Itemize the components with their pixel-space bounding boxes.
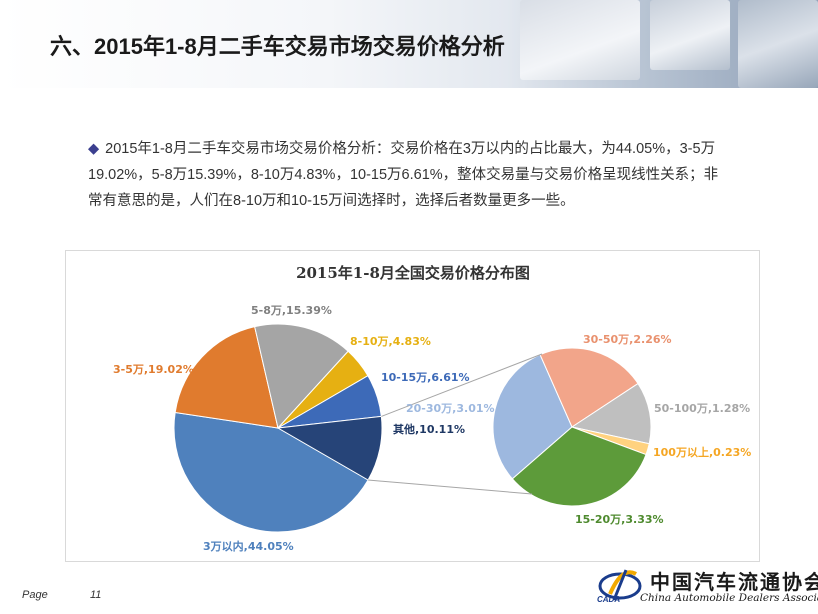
sub-pie-slice-3 <box>570 382 652 445</box>
chart-title: 2015年1-8月全国交易价格分布图 <box>296 264 530 282</box>
data-label-3-5-19-02: 3-5万,19.02% <box>113 363 194 376</box>
data-label-10-15-6-61: 10-15万,6.61% <box>381 371 470 384</box>
sub-pie-slice-2 <box>539 347 639 428</box>
data-label-10-11: 其他,10.11% <box>393 422 465 436</box>
data-label-30-50-2-26: 30-50万,2.26% <box>583 333 672 346</box>
logo-english-name: China Automobile Dealers Association <box>640 592 818 604</box>
page-number: 11 <box>90 589 102 601</box>
decor-cube <box>520 0 640 80</box>
main-pie-slice-2 <box>174 326 279 429</box>
data-label-5-8-15-39: 5-8万,15.39% <box>251 304 332 317</box>
connector-line-top <box>381 353 543 417</box>
data-label-20-30-3-01: 20-30万,3.01% <box>406 402 495 415</box>
data-label-8-10-4-83: 8-10万,4.83% <box>350 335 431 348</box>
main-pie-slice-1 <box>173 411 369 533</box>
analysis-text: 2015年1-8月二手车交易市场交易价格分析：交易价格在3万以内的占比最大，为4… <box>88 141 719 209</box>
sub-pie-slice-5 <box>511 426 647 507</box>
data-label-3-44-05: 3万以内,44.05% <box>203 539 294 553</box>
analysis-paragraph: ◆ 2015年1-8月二手车交易市场交易价格分析：交易价格在3万以内的占比最大，为… <box>88 136 728 214</box>
logo-abbreviation: CADA <box>597 595 621 604</box>
page-label: Page <box>22 589 48 601</box>
decor-cube <box>650 0 730 70</box>
logo-chinese-name: 中国汽车流通协会 <box>650 570 818 594</box>
data-label-50-100-1-28: 50-100万,1.28% <box>654 402 750 415</box>
data-label-15-20-3-33: 15-20万,3.33% <box>575 513 664 526</box>
decor-cube <box>738 0 818 88</box>
page-title: 六、2015年1-8月二手车交易市场交易价格分析 <box>50 34 505 59</box>
main-pie-slice-3 <box>254 323 349 430</box>
sub-pie-slice-1 <box>492 354 573 480</box>
data-label-100-0-23: 100万以上,0.23% <box>653 445 751 459</box>
cada-logo-icon <box>598 569 642 601</box>
connector-line-bottom <box>368 479 533 495</box>
diamond-bullet-icon: ◆ <box>88 141 100 157</box>
header-banner <box>0 0 818 88</box>
